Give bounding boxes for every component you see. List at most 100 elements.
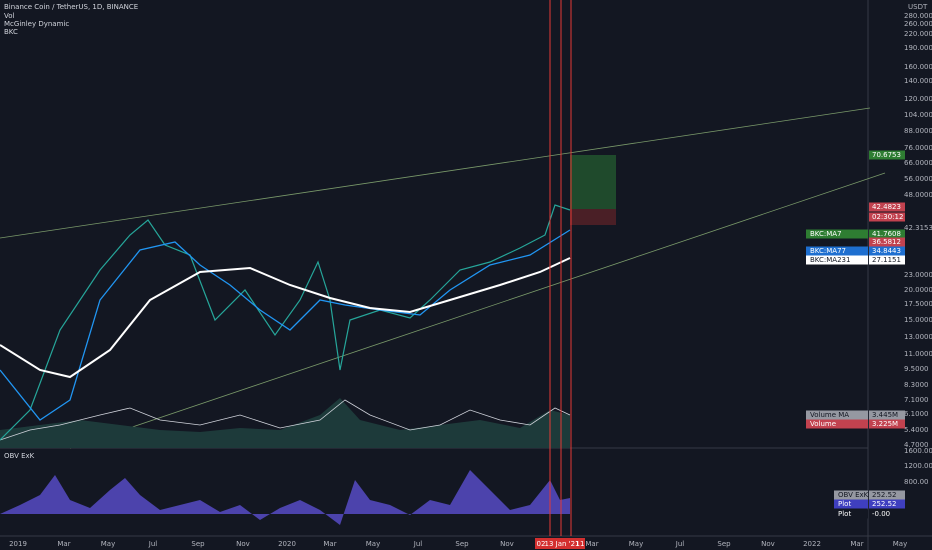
- date-label: Nov: [236, 540, 250, 548]
- tag-name-bg: [806, 410, 868, 420]
- cursor-date-bg: [535, 538, 585, 549]
- currency: USDT: [908, 3, 928, 11]
- obv-tag: -0.00: [872, 510, 890, 518]
- trend-line: [0, 107, 871, 239]
- date-label: 2019: [9, 540, 27, 548]
- tag-bg: [869, 419, 905, 429]
- tag: 41.7608: [872, 230, 901, 238]
- price-label: 8.3000: [904, 381, 929, 389]
- cursor-date: 11: [576, 540, 585, 548]
- price-label: 9.5000: [904, 365, 929, 373]
- price-label: 20.0000: [904, 286, 932, 294]
- date-label: Mar: [57, 540, 70, 548]
- price-label: 88.0000: [904, 127, 932, 135]
- date-label: Nov: [500, 540, 514, 548]
- date-label: Sep: [191, 540, 205, 548]
- date-label: Jul: [675, 540, 685, 548]
- date-label: May: [893, 540, 907, 548]
- date-label: May: [629, 540, 643, 548]
- tag: 27.1151: [872, 256, 901, 264]
- indicator: McGinley Dynamic: [4, 20, 69, 28]
- price-label: 190.0000: [904, 44, 932, 52]
- obv-tag-name-bg: [834, 499, 868, 509]
- tag-bg: [869, 255, 905, 265]
- date-label: Mar: [585, 540, 598, 548]
- date-label: May: [366, 540, 380, 548]
- date-label: Sep: [455, 540, 469, 548]
- tag-bg: [869, 246, 905, 256]
- price-label: 23.0000: [904, 271, 932, 279]
- price-label: 104.0000: [904, 111, 932, 119]
- tag-name-bg: [806, 419, 868, 429]
- obv-tag-bg: [869, 490, 905, 500]
- obv-tag-name: OBV ExK: [838, 491, 869, 499]
- price-label: 220.0000: [904, 30, 932, 38]
- trend-line: [69, 172, 886, 449]
- price-label: 11.0000: [904, 350, 932, 358]
- volume-ma: [0, 399, 571, 441]
- date-label: 2022: [803, 540, 821, 548]
- price-label: 15.0000: [904, 316, 932, 324]
- cursor-date: 13 Jan '21: [545, 540, 580, 548]
- obv-tag-name: Plot: [838, 500, 851, 508]
- obv: [0, 470, 570, 525]
- obv-tag-bg: [869, 509, 905, 519]
- price: [0, 204, 571, 441]
- price-label: 42.3153: [904, 224, 932, 232]
- loss-zone: [570, 209, 616, 225]
- tag-name: Volume MA: [810, 411, 849, 419]
- tag-bg: [869, 212, 905, 222]
- tag-name: BKC:MA231: [810, 256, 850, 264]
- cursor-date: 02: [537, 540, 546, 548]
- obv-tag: 252.52: [872, 491, 897, 499]
- obv-label: 1600.00: [904, 447, 932, 455]
- tag-name: Volume: [810, 420, 836, 428]
- tag: 36.5812: [872, 238, 901, 246]
- price-label: 76.0000: [904, 144, 932, 152]
- date-label: Jul: [413, 540, 423, 548]
- mcginley: [0, 229, 571, 421]
- obv-tag-name-bg: [834, 509, 868, 519]
- date-label: Mar: [850, 540, 863, 548]
- obv-label: 800.00: [904, 478, 929, 486]
- date-label: Mar: [323, 540, 336, 548]
- tag-bg: [869, 229, 905, 239]
- tag: 34.8443: [872, 247, 901, 255]
- price-label: 5.4000: [904, 426, 929, 434]
- tag-bg: [869, 237, 905, 247]
- date-label: May: [101, 540, 115, 548]
- indicator: Vol: [4, 12, 15, 20]
- price-label: 7.1000: [904, 396, 929, 404]
- tag-name: BKC:MA77: [810, 247, 846, 255]
- tag-name: BKC:MA7: [810, 230, 842, 238]
- tag-bg: [869, 410, 905, 420]
- obv-tag-bg: [869, 499, 905, 509]
- price-label: 260.0000: [904, 20, 932, 28]
- tag-bg: [869, 202, 905, 212]
- date-label: Sep: [717, 540, 731, 548]
- obv-label: 1200.00: [904, 462, 932, 470]
- price-label: 48.0000: [904, 191, 932, 199]
- profit-zone: [570, 155, 616, 209]
- tag-name-bg: [806, 229, 868, 239]
- price-label: 140.0000: [904, 77, 932, 85]
- tag-name-bg: [806, 255, 868, 265]
- indicator: BKC: [4, 28, 18, 36]
- price-label: 66.0000: [904, 159, 932, 167]
- tag: 02:30:12: [872, 213, 903, 221]
- price-label: 4.7000: [904, 441, 929, 449]
- obv-tag-name-bg: [834, 490, 868, 500]
- title: Binance Coin / TetherUS, 1D, BINANCE: [4, 3, 138, 11]
- price-label: 56.0000: [904, 175, 932, 183]
- price-label: 120.0000: [904, 95, 932, 103]
- date-label: Jul: [148, 540, 158, 548]
- tag-bg: [869, 150, 905, 160]
- tag: 3.445M: [872, 411, 898, 419]
- obv-tag: 252.52: [872, 500, 897, 508]
- tag: 3.225M: [872, 420, 898, 428]
- tag: 42.4823: [872, 203, 901, 211]
- volume-bars: [0, 398, 570, 448]
- obv-tag-name: Plot: [838, 510, 851, 518]
